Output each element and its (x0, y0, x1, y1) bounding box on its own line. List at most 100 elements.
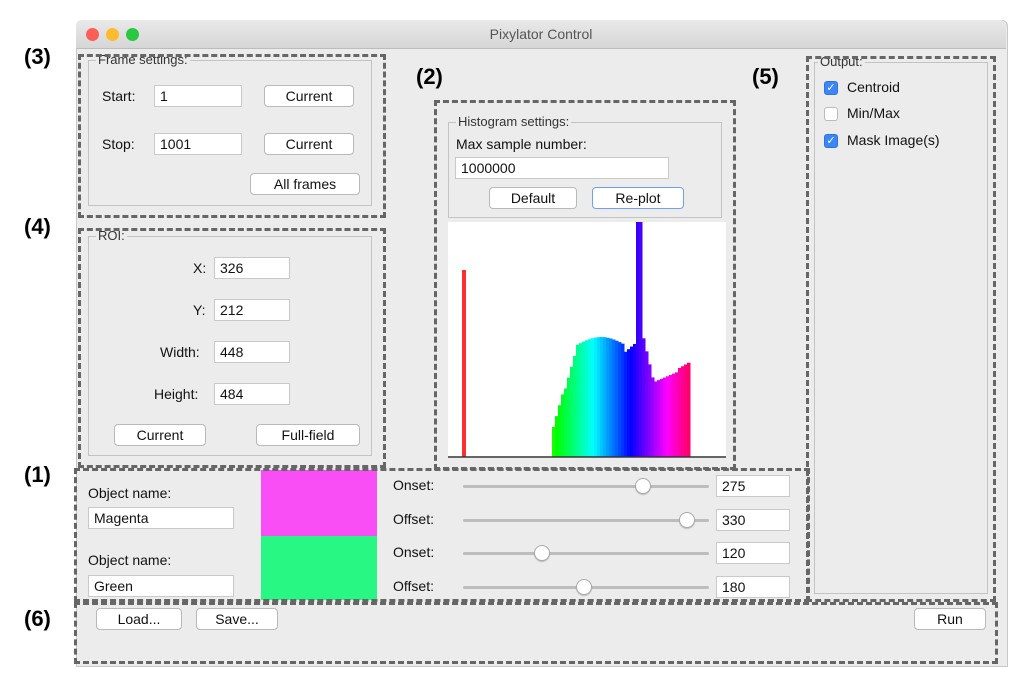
roi-group (88, 236, 372, 456)
histogram-bar (669, 374, 673, 457)
start-current-button[interactable]: Current (264, 85, 354, 107)
title-bar: Pixylator Control (76, 20, 1006, 49)
histogram-bar (561, 394, 565, 457)
offset-slider-thumb[interactable] (575, 579, 592, 595)
histogram-bar (588, 339, 592, 457)
histogram-bar (603, 337, 607, 457)
roi-height-input[interactable]: 484 (214, 383, 290, 405)
histogram-bar (573, 355, 577, 457)
histogram-settings-title: Histogram settings: (456, 114, 572, 129)
roi-region (78, 228, 386, 468)
mask-images-label: Mask Image(s) (847, 132, 940, 148)
default-button[interactable]: Default (489, 187, 577, 209)
close-window-button[interactable] (86, 28, 99, 41)
histogram-bar (636, 222, 640, 457)
histogram-bar (552, 427, 556, 457)
object-name-input[interactable]: Magenta (88, 507, 234, 529)
histogram-bar (594, 337, 598, 457)
onset-value-field[interactable]: 120 (716, 542, 790, 564)
roi-x-input[interactable]: 326 (214, 257, 290, 279)
frame-settings-group (88, 60, 372, 206)
histogram-bar (672, 373, 676, 457)
histogram-bar (591, 338, 595, 457)
callout-label: (3) (24, 44, 51, 69)
file-controls-region (74, 602, 998, 664)
roi-height-label: Height: (154, 386, 199, 402)
max-sample-label: Max sample number: (456, 136, 587, 152)
histogram-bar (633, 343, 637, 457)
onset-slider-track[interactable] (463, 485, 709, 488)
max-sample-input[interactable]: 1000000 (455, 157, 669, 179)
histogram-bar (618, 342, 622, 457)
output-region (806, 56, 996, 602)
roi-full-field-button[interactable]: Full-field (256, 424, 360, 446)
histogram-bar (609, 338, 613, 457)
offset-slider-track[interactable] (463, 519, 709, 522)
histogram-bar (624, 351, 628, 457)
replot-button[interactable]: Re-plot (592, 187, 684, 209)
histogram-bar (585, 340, 589, 457)
object-name-input[interactable]: Green (88, 575, 234, 597)
mask-images-checkbox[interactable]: ✓ (824, 134, 838, 148)
callout-label: (5) (752, 64, 779, 89)
offset-label: Offset: (393, 578, 434, 594)
histogram-bar (675, 372, 679, 457)
onset-slider-thumb[interactable] (634, 478, 651, 494)
roi-x-label: X: (193, 260, 207, 276)
roi-current-button[interactable]: Current (114, 424, 206, 446)
frame-settings-region (78, 54, 386, 218)
histogram-settings-group (448, 122, 722, 218)
histogram-bar (678, 367, 682, 457)
histogram-marker-bar (462, 270, 466, 457)
histogram-bar (579, 343, 583, 457)
zoom-window-button[interactable] (126, 28, 139, 41)
callout-label: (1) (24, 462, 51, 487)
histogram-bar (627, 349, 631, 457)
save-button[interactable]: Save... (196, 608, 278, 630)
histogram-bar (660, 378, 664, 457)
offset-slider-thumb[interactable] (678, 512, 695, 528)
roi-width-input[interactable]: 448 (214, 341, 290, 363)
callout-label: (6) (24, 606, 51, 631)
histogram-bar (555, 416, 559, 457)
object-color-swatch[interactable] (261, 536, 377, 600)
object-color-swatch[interactable] (261, 470, 377, 536)
run-button[interactable]: Run (914, 608, 986, 630)
histogram-bar (570, 366, 574, 457)
minimize-window-button[interactable] (106, 28, 119, 41)
histogram-bar (600, 337, 604, 457)
histogram-bar (648, 364, 652, 457)
onset-slider-thumb[interactable] (533, 545, 550, 561)
histogram-bar (651, 377, 655, 457)
object-name-label: Object name: (88, 485, 172, 501)
onset-value-field[interactable]: 275 (716, 475, 790, 497)
minmax-label: Min/Max (847, 105, 900, 121)
histogram-bar (564, 388, 568, 457)
roi-y-input[interactable]: 212 (214, 299, 290, 321)
onset-label: Onset: (393, 477, 435, 493)
histogram-bar (663, 377, 667, 457)
histogram-bar (639, 222, 643, 457)
offset-label: Offset: (393, 511, 434, 527)
stop-current-button[interactable]: Current (264, 133, 354, 155)
histogram-bar (687, 362, 691, 457)
histogram-bar (645, 351, 649, 457)
offset-value-field[interactable]: 330 (716, 509, 790, 531)
start-frame-input[interactable]: 1 (154, 85, 242, 107)
offset-value-field[interactable]: 180 (716, 576, 790, 598)
minmax-checkbox[interactable] (824, 107, 838, 121)
load-button[interactable]: Load... (96, 608, 182, 630)
onset-slider-track[interactable] (463, 552, 709, 555)
start-label: Start: (102, 88, 136, 104)
histogram-plot (448, 222, 726, 458)
stop-label: Stop: (102, 136, 135, 152)
histogram-bar (582, 341, 586, 457)
centroid-checkbox[interactable]: ✓ (824, 81, 838, 95)
histogram-bar (576, 344, 580, 457)
object-name-label: Object name: (88, 552, 172, 568)
onset-label: Onset: (393, 544, 435, 560)
all-frames-button[interactable]: All frames (250, 173, 360, 195)
histogram-region (434, 100, 736, 470)
stop-frame-input[interactable]: 1001 (154, 133, 242, 155)
histogram-bar (681, 366, 685, 457)
